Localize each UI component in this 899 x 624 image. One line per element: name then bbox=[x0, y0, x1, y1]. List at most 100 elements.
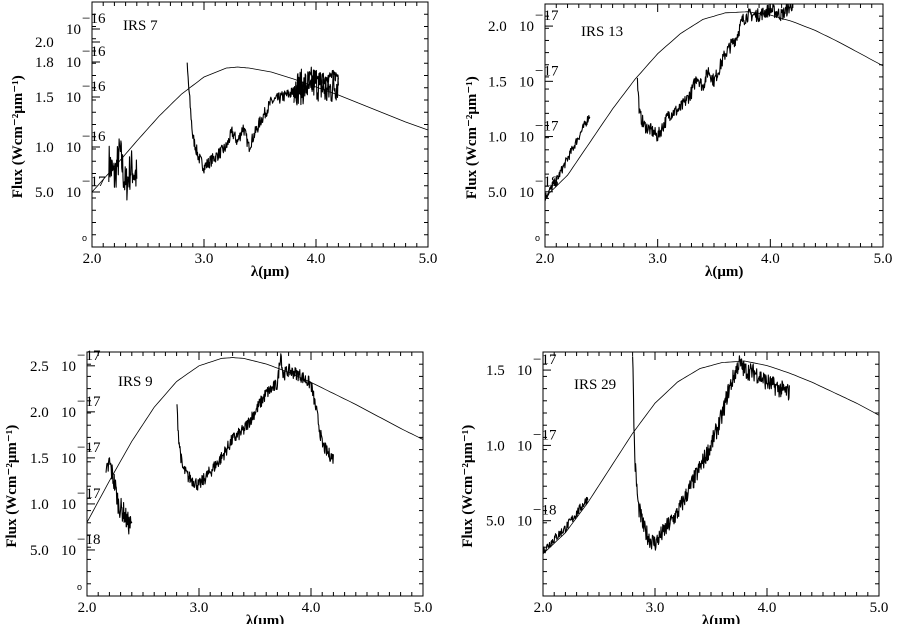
y-tick-coef: 1.5 bbox=[488, 74, 507, 90]
y-tick-coef: 5.0 bbox=[35, 185, 54, 201]
y-tick-exp: −17 bbox=[535, 63, 559, 79]
model-curve bbox=[92, 66, 428, 193]
y-tick-pow: 10 bbox=[519, 185, 534, 201]
spectrum-trace bbox=[176, 353, 334, 491]
y-tick-coef: 2.0 bbox=[30, 405, 49, 421]
y-tick-coef: 1.5 bbox=[30, 451, 49, 467]
y-tick-pow: 10 bbox=[519, 130, 534, 146]
spectrum-trace bbox=[108, 138, 138, 201]
panel-irs9: 2.0 3.0 4.0 5.05.0 10−181.0 10−171.5 10−172.0 1… bbox=[4, 348, 432, 624]
x-tick-label: 5.0 bbox=[870, 600, 889, 616]
x-tick-label: 4.0 bbox=[758, 600, 777, 616]
y-tick-coef: 2.0 bbox=[488, 19, 507, 35]
x-tick-label: 2.0 bbox=[83, 251, 102, 267]
x-tick-label: 4.0 bbox=[307, 251, 326, 267]
model-curve bbox=[545, 11, 883, 198]
model-curve bbox=[543, 360, 879, 555]
y-tick-pow: 10 bbox=[517, 363, 532, 379]
y-tick-coef: 5.0 bbox=[488, 185, 507, 201]
spectrum-trace bbox=[543, 496, 589, 554]
y-tick-coef: 1.0 bbox=[35, 140, 54, 156]
y-axis-label: Flux (Wcm⁻²μm⁻¹) bbox=[460, 425, 476, 548]
x-tick-label: 5.0 bbox=[419, 251, 438, 267]
y-tick-pow: 10 bbox=[517, 438, 532, 454]
x-tick-label: 2.0 bbox=[536, 251, 555, 267]
spectrum-trace bbox=[293, 66, 339, 106]
y-tick-exp: −17 bbox=[533, 427, 557, 443]
y-axis-label: Flux (Wcm⁻²μm⁻¹) bbox=[10, 75, 26, 198]
y-tick-exp: −17 bbox=[77, 486, 101, 502]
y-tick-pow: 10 bbox=[66, 185, 81, 201]
y-tick-coef: 1.5 bbox=[486, 363, 505, 379]
zero-marker: o bbox=[535, 233, 540, 243]
y-tick-coef: 1.0 bbox=[30, 497, 49, 513]
y-tick-pow: 10 bbox=[66, 55, 81, 71]
y-axis-label: Flux (Wcm⁻²μm⁻¹) bbox=[4, 425, 20, 548]
y-tick-coef: 1.5 bbox=[35, 90, 54, 106]
y-tick-coef: 5.0 bbox=[30, 543, 49, 559]
y-tick-exp: −16 bbox=[82, 79, 106, 95]
y-tick-pow: 10 bbox=[66, 90, 81, 106]
y-tick-exp: −18 bbox=[533, 503, 556, 519]
x-tick-label: 2.0 bbox=[534, 600, 553, 616]
y-tick-exp: −17 bbox=[533, 352, 557, 368]
x-tick-label: 5.0 bbox=[414, 600, 433, 616]
x-tick-label: 4.0 bbox=[302, 600, 321, 616]
spectrum-trace bbox=[105, 457, 133, 535]
panel-label: IRS 13 bbox=[581, 24, 623, 40]
model-curve bbox=[87, 357, 423, 523]
y-tick-pow: 10 bbox=[61, 405, 76, 421]
y-tick-exp: −17 bbox=[77, 440, 101, 456]
y-tick-pow: 10 bbox=[61, 359, 76, 375]
x-axis-label: λ(μm) bbox=[246, 613, 284, 624]
y-tick-pow: 10 bbox=[61, 497, 76, 513]
y-tick-pow: 10 bbox=[517, 514, 532, 530]
y-tick-pow: 10 bbox=[66, 22, 81, 38]
panel-irs7: 2.0 3.0 4.0 5.05.0 10−171.0 10−161.5 10−161.8 1… bbox=[10, 1, 438, 280]
x-tick-label: 3.0 bbox=[646, 600, 665, 616]
zero-marker: o bbox=[82, 233, 87, 243]
panel-label: IRS 29 bbox=[574, 377, 616, 393]
series-group bbox=[543, 355, 879, 555]
y-tick-pow: 10 bbox=[61, 451, 76, 467]
y-tick-pow: 10 bbox=[519, 74, 534, 90]
y-tick-exp: −17 bbox=[77, 394, 101, 410]
y-tick-pow: 10 bbox=[61, 543, 76, 559]
y-tick-exp: −16 bbox=[82, 11, 106, 27]
y-tick-exp: −17 bbox=[82, 174, 106, 190]
y-tick-pow: 10 bbox=[66, 140, 81, 156]
y-tick-exp: −17 bbox=[77, 348, 101, 364]
y-tick-exp: −18 bbox=[77, 532, 100, 548]
y-tick-coef: 5.0 bbox=[486, 514, 505, 530]
series-group bbox=[92, 62, 428, 201]
x-tick-label: 2.0 bbox=[78, 600, 97, 616]
series-group bbox=[545, 4, 883, 201]
plot-frame bbox=[544, 3, 884, 248]
panel-irs13: 2.0 3.0 4.0 5.05.0 10−181.0 10−171.5 10−172.0 1… bbox=[464, 3, 893, 280]
spectrum-trace bbox=[545, 114, 591, 201]
y-tick-coef: 2.0 bbox=[35, 35, 54, 51]
y-tick-exp: −16 bbox=[82, 129, 106, 145]
y-tick-coef: 2.5 bbox=[30, 359, 49, 375]
spectrum-trace bbox=[632, 355, 790, 551]
zero-marker: o bbox=[77, 582, 82, 592]
panel-label: IRS 9 bbox=[118, 374, 153, 390]
y-tick-exp: −17 bbox=[535, 119, 559, 135]
panel-label: IRS 7 bbox=[123, 18, 158, 34]
x-axis-label: λ(μm) bbox=[251, 264, 289, 280]
x-tick-label: 3.0 bbox=[648, 251, 667, 267]
y-tick-coef: 1.0 bbox=[488, 130, 507, 146]
x-tick-label: 3.0 bbox=[190, 600, 209, 616]
x-axis-label: λ(μm) bbox=[702, 613, 740, 624]
x-axis-label: λ(μm) bbox=[705, 264, 743, 280]
series-group bbox=[87, 353, 423, 535]
y-tick-pow: 10 bbox=[519, 19, 534, 35]
y-tick-coef: 1.8 bbox=[35, 55, 54, 71]
panel-irs29: 2.0 3.0 4.0 5.05.0 10−181.0 10−171.5 10−17λ(μm… bbox=[460, 351, 889, 624]
y-tick-coef: 1.0 bbox=[486, 438, 505, 454]
x-tick-label: 5.0 bbox=[874, 251, 893, 267]
y-tick-exp: −16 bbox=[82, 44, 106, 60]
y-axis-label: Flux (Wcm⁻²μm⁻¹) bbox=[464, 76, 480, 199]
spectrum-trace bbox=[636, 4, 794, 142]
